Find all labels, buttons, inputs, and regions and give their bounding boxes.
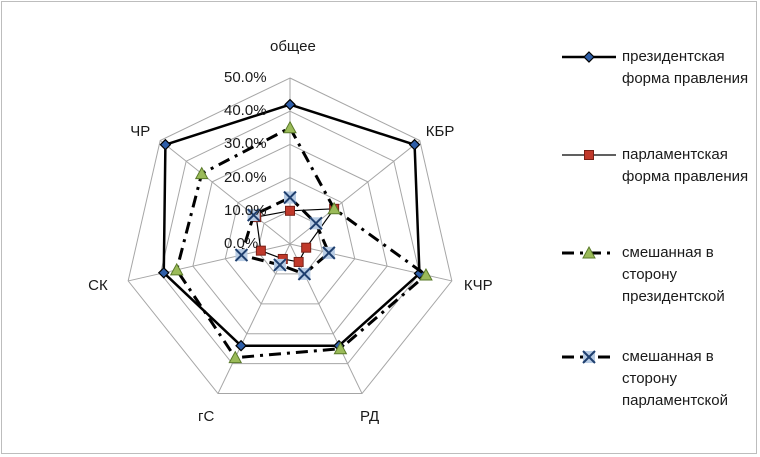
legend-label: парламентская форма правления [622,146,749,185]
data-point [273,258,287,272]
data-point [297,267,312,281]
data-point [309,216,323,231]
category-label: КЧР [463,276,493,294]
legend-marker [582,245,596,259]
grid-ring [192,143,388,335]
tick-label: 50.0% [224,69,267,86]
data-point [283,190,297,205]
tick-label: 30.0% [224,135,267,153]
grid-ring [224,177,356,305]
legend-label: президентская форма правления [622,48,749,87]
series-line [175,126,428,360]
category-label: гС [197,407,215,425]
data-point [235,339,247,352]
data-point [255,245,266,256]
tick-label: 20.0% [224,168,267,186]
data-point [322,246,336,260]
tick-label: 10.0% [224,201,267,219]
data-point [234,248,249,262]
data-point [293,256,304,267]
category-label: КБР [425,122,455,140]
legend-label: смешанная в сторону президентской [622,244,725,305]
grid-ring [127,77,453,395]
data-point [194,166,209,180]
tick-label: 0.0% [224,235,259,252]
data-point [246,208,261,222]
legend-swatch [562,51,616,63]
series-line [162,103,421,347]
data-point [285,205,295,216]
category-label: общее [270,38,316,55]
data-point [327,201,341,215]
legend-marker [584,150,594,160]
category-label: СК [88,276,108,294]
series-line [255,208,335,263]
data-point [284,98,296,111]
legend-swatch [562,245,616,259]
category-label: ЧР [130,122,151,140]
data-point [283,120,297,134]
grid-spoke [159,140,291,245]
data-point [333,341,348,355]
category-label: РД [360,407,380,425]
grid-ring [159,110,421,365]
legend-swatch [562,350,616,364]
data-point [157,266,170,279]
legend-marker [582,350,596,364]
legend-swatch [562,150,616,160]
data-point [408,138,421,151]
data-point [159,138,172,151]
data-point [228,350,243,364]
tick-label: 40.0% [224,102,267,120]
legend-marker [583,51,595,63]
data-point [419,267,433,281]
legend-label: смешанная в сторону парламентской [622,348,728,409]
data-point [169,262,184,276]
data-point [301,242,312,253]
